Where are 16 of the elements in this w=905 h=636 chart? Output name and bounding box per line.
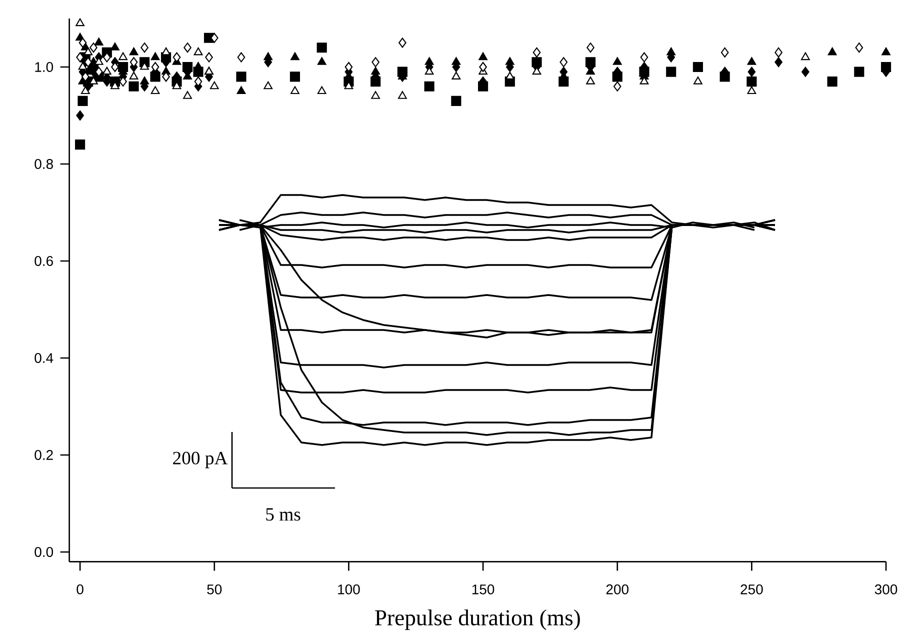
x-tick-label: 200 xyxy=(606,584,628,594)
y-tick-label: 0.8 xyxy=(34,159,53,169)
x-tick-label: 0 xyxy=(76,584,84,594)
x-tick-label: 100 xyxy=(338,584,360,594)
y-tick-label: 0.0 xyxy=(34,547,54,557)
y-tick-label: 0.4 xyxy=(34,353,54,363)
x-axis-title: Prepulse duration (ms) xyxy=(375,609,580,630)
x-tick-label: 250 xyxy=(740,584,763,594)
y-tick-label: 1.0 xyxy=(35,62,54,72)
x-tick-label: 50 xyxy=(207,584,222,594)
x-tick-label: 150 xyxy=(472,584,494,594)
y-tick-label: 0.6 xyxy=(34,256,53,266)
annotation: 200 pA xyxy=(173,452,228,468)
x-tick-label: 300 xyxy=(874,584,898,594)
y-tick-label: 0.2 xyxy=(34,450,53,460)
annotation: 5 ms xyxy=(266,508,300,521)
